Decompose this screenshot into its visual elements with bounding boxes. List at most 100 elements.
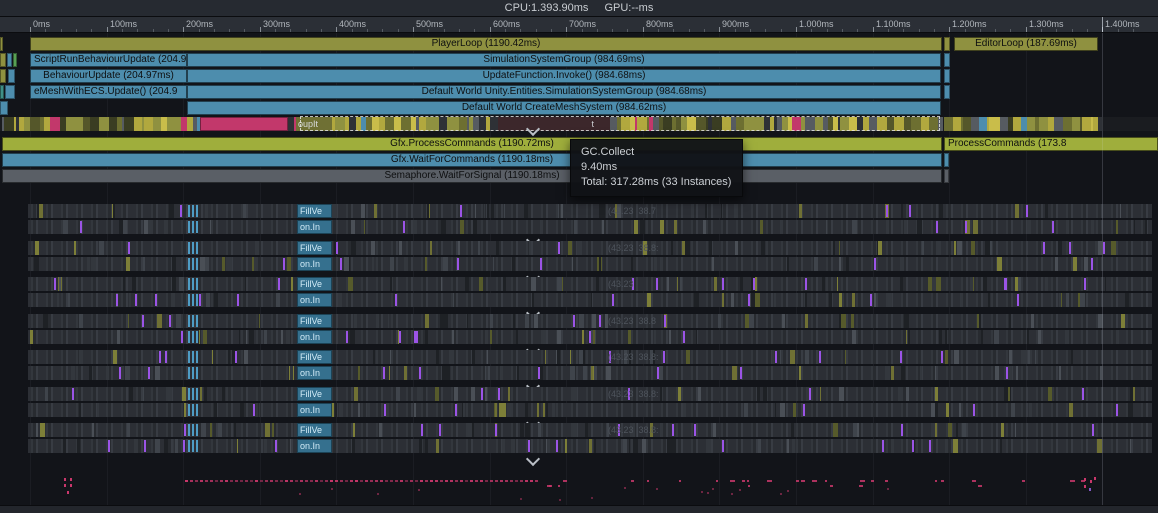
worker-stripe (205, 204, 208, 218)
worker-row[interactable]: FillVe (43.23 38.8: (28, 423, 1152, 437)
worker-sample-label[interactable]: on.In (297, 403, 332, 417)
gc-marker (470, 480, 473, 482)
worker-stripe (757, 387, 760, 401)
worker-row[interactable]: FillVe (43.23 38.8 (28, 314, 1152, 328)
marker-seg-pink[interactable] (200, 117, 288, 131)
worker-sample-label[interactable]: on.In (297, 439, 332, 453)
marker-seg (961, 117, 963, 131)
collapse-chevron-icon[interactable] (525, 451, 541, 467)
worker-flow-marker (628, 388, 630, 400)
worker-stripe (468, 423, 472, 437)
worker-stripe (287, 257, 291, 271)
worker-stripe (740, 277, 743, 291)
worker-row[interactable]: on.In (28, 330, 1152, 344)
worker-flow-marker (901, 424, 903, 436)
worker-sample-label[interactable]: FillVe (297, 350, 332, 364)
gc-marker (320, 480, 323, 482)
worker-flow-marker (340, 258, 342, 270)
marker-seg (921, 117, 929, 131)
bottom-scrollbar-track[interactable] (0, 505, 1158, 513)
worker-sample-label[interactable]: FillVe (297, 277, 332, 291)
marker-seg (649, 117, 653, 131)
worker-stripe (623, 439, 627, 453)
worker-stripe (885, 366, 890, 380)
semaphore-row-bar[interactable]: Semaphore.WaitForSignal (1190.18ms) (2, 169, 942, 183)
worker-sample-label[interactable]: FillVe (297, 387, 332, 401)
marker-seg (134, 117, 142, 131)
worker-stripe (557, 350, 560, 364)
worker-stripe (579, 314, 584, 328)
worker-row[interactable]: FillVe (43.23 (28, 277, 1152, 291)
marker-seg (676, 117, 681, 131)
worker-stripe (234, 423, 236, 437)
gc-marker (335, 480, 338, 482)
worker-row[interactable]: on.In (28, 366, 1152, 380)
scriptrun-row-bar[interactable]: ScriptRunBehaviourUpdate (204.97ms) (30, 53, 187, 67)
ecsupdate-row-bar[interactable]: Default World Unity.Entities.SimulationS… (187, 85, 941, 99)
gc-marker (418, 489, 420, 491)
createmesh-row-bar[interactable]: Default World CreateMeshSystem (984.62ms… (187, 101, 941, 115)
worker-row[interactable]: on.In (28, 257, 1152, 271)
scriptrun-row-bar[interactable]: SimulationSystemGroup (984.69ms) (187, 53, 941, 67)
gfx-process-row-bar[interactable]: Gfx.ProcessCommands (1190.72ms) (2, 137, 942, 151)
worker-stripe (123, 366, 124, 380)
gc-marker (547, 485, 551, 487)
worker-row[interactable]: on.In (28, 403, 1152, 417)
worker-flow-marker (589, 331, 591, 343)
playerloop-row-bar[interactable]: PlayerLoop (1190.42ms) (30, 37, 942, 51)
worker-stripe (344, 257, 349, 271)
worker-flow-marker (144, 440, 146, 452)
worker-row[interactable]: on.In (28, 293, 1152, 307)
worker-stripe (934, 387, 935, 401)
marker-seg (1039, 117, 1041, 131)
worker-stripe (1067, 220, 1069, 234)
worker-row[interactable]: on.In (28, 439, 1152, 453)
worker-sample-label[interactable]: FillVe (297, 314, 332, 328)
worker-stripe (629, 439, 630, 453)
time-ruler[interactable]: 0ms 100ms 200ms 300ms 400ms 500ms 600ms 700ms 80… (0, 17, 1158, 33)
worker-row[interactable]: FillVe (43.23 38.8: (28, 350, 1152, 364)
gfx-wait-row-bar[interactable]: Gfx.WaitForCommands (1190.18ms) (2, 153, 942, 167)
worker-row[interactable]: FillVe (43.23 38.7 (28, 204, 1152, 218)
marker-seg (193, 117, 197, 131)
worker-row[interactable]: FillVe (43.23 38.8: (28, 387, 1152, 401)
gc-marker (767, 480, 772, 482)
worker-stripe (906, 330, 907, 344)
worker-stripe (758, 439, 761, 453)
marker-seg-selected[interactable]: t (498, 117, 610, 131)
behaviourupdate-row-bar[interactable]: BehaviourUpdate (204.97ms) (30, 69, 187, 83)
worker-row[interactable]: FillVe (43.23 38.8: (28, 241, 1152, 255)
ruler-tick-mark (413, 27, 414, 32)
worker-row[interactable]: on.In (28, 220, 1152, 234)
worker-stripe (386, 403, 389, 417)
worker-stripe (1004, 387, 1008, 401)
worker-stripe (871, 439, 872, 453)
worker-stripe (599, 204, 602, 218)
gc-marker (520, 498, 522, 500)
worker-stripe (913, 439, 915, 453)
gfx-process-row-bar[interactable]: ProcessCommands (173.8 (944, 137, 1158, 151)
marker-track[interactable]: oupIt t (0, 117, 1158, 131)
worker-stripe (577, 241, 582, 255)
worker-sample-label[interactable]: on.In (297, 220, 332, 234)
marker-seg (76, 117, 83, 131)
ecsupdate-row-bar[interactable]: eMeshWithECS.Update() (204.9 (30, 85, 187, 99)
marker-seg-group[interactable]: oupIt (296, 117, 332, 131)
marker-seg (663, 117, 672, 131)
worker-stripe (751, 293, 754, 307)
worker-sample-label[interactable]: FillVe (297, 423, 332, 437)
worker-sample-label[interactable]: FillVe (297, 204, 332, 218)
worker-sample-label[interactable]: on.In (297, 293, 332, 307)
worker-sample-label[interactable]: on.In (297, 366, 332, 380)
worker-sample-label[interactable]: on.In (297, 257, 332, 271)
playerloop-row-bar[interactable]: EditorLoop (187.69ms) (954, 37, 1098, 51)
worker-stripe (173, 439, 174, 453)
ruler-tick-mark (1118, 29, 1119, 32)
worker-stripe (254, 257, 258, 271)
worker-stripe (525, 403, 528, 417)
worker-stripe (594, 439, 596, 453)
behaviourupdate-row-bar[interactable]: UpdateFunction.Invoke() (984.68ms) (187, 69, 941, 83)
worker-flow-marker (457, 258, 459, 270)
worker-sample-label[interactable]: on.In (297, 330, 332, 344)
worker-sample-label[interactable]: FillVe (297, 241, 332, 255)
